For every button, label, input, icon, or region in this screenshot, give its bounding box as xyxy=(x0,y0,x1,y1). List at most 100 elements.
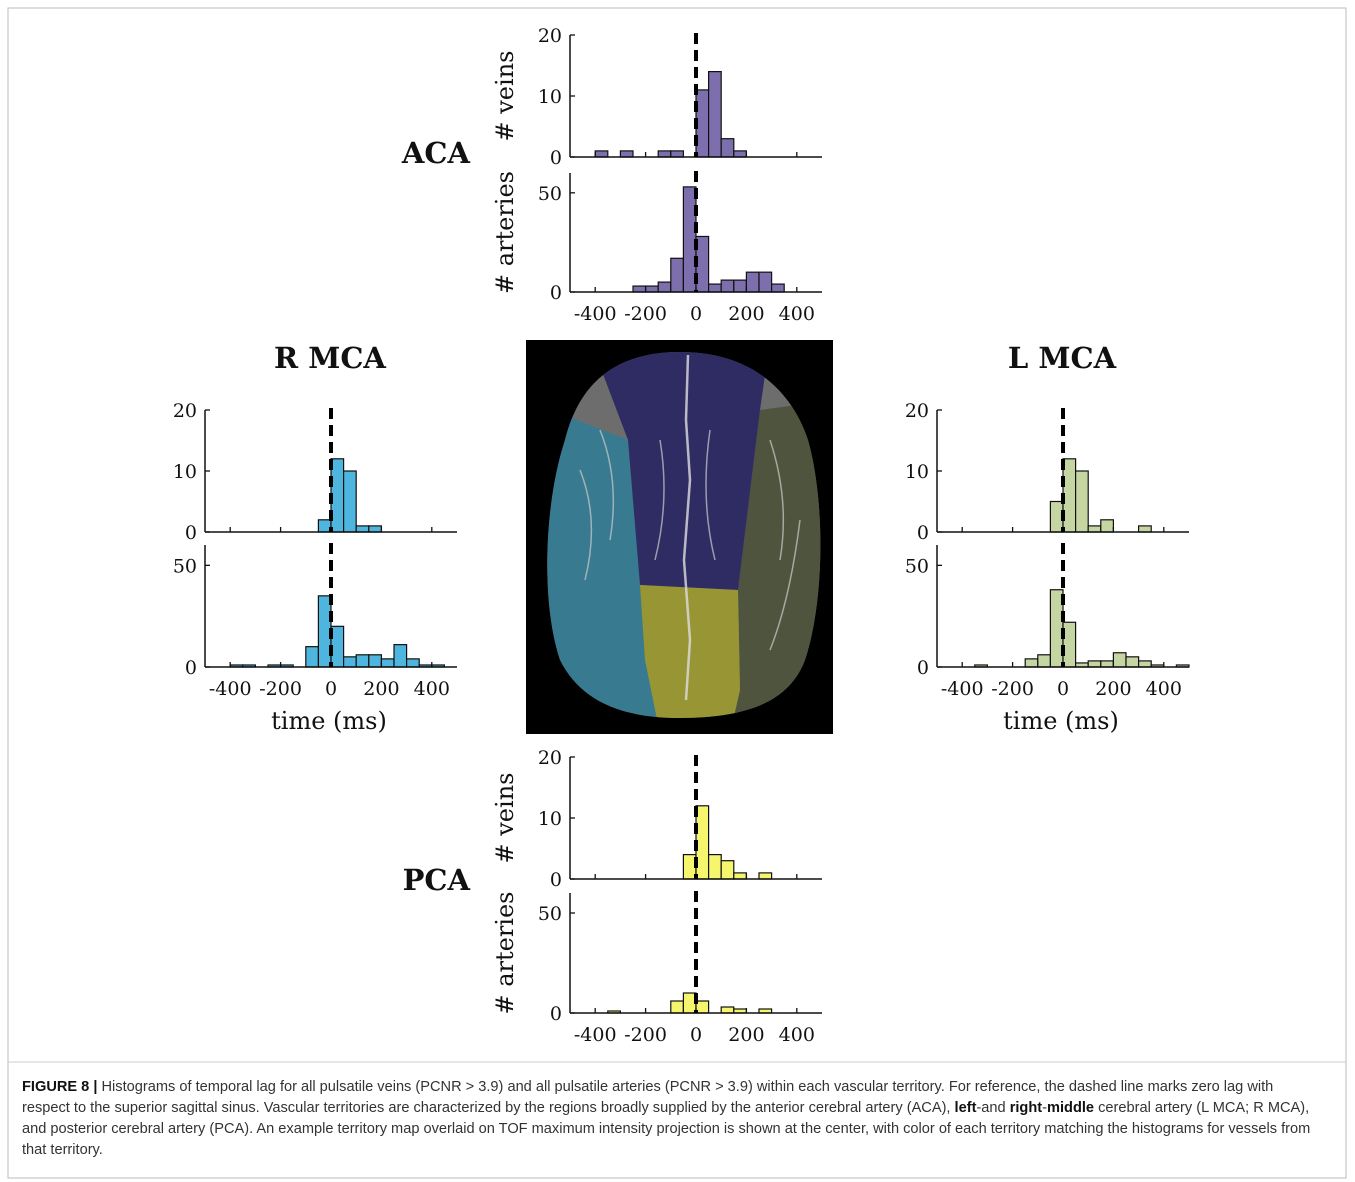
x-tick-label: -200 xyxy=(624,303,667,325)
bar xyxy=(1100,660,1115,668)
x-tick-label: 400 xyxy=(1146,678,1182,700)
bar xyxy=(406,658,420,668)
y-tick-label: 0 xyxy=(550,282,562,304)
bar xyxy=(305,646,319,668)
y-tick-label: 0 xyxy=(917,522,929,544)
y-tick-label: 20 xyxy=(173,400,197,422)
panel-title: PCA xyxy=(403,863,471,897)
x-axis-label: time (ms) xyxy=(271,707,387,735)
x-tick-label: -400 xyxy=(209,678,252,700)
x-tick-label: 200 xyxy=(728,303,764,325)
x-tick-label: 400 xyxy=(414,678,450,700)
x-tick-label: 200 xyxy=(728,1024,764,1046)
y-tick-label: 0 xyxy=(185,522,197,544)
bar xyxy=(770,283,785,293)
y-axis-label: # arteries xyxy=(491,171,519,294)
caption-text: FIGURE 8 | xyxy=(22,1079,98,1095)
panel-title: R MCA xyxy=(274,341,386,375)
bar xyxy=(670,257,684,293)
bar xyxy=(745,271,760,293)
bar xyxy=(380,658,395,668)
histogram-panel: 0 10 20 # veins ACA xyxy=(401,25,822,170)
x-tick-label: 400 xyxy=(779,303,815,325)
bar xyxy=(619,150,634,158)
y-tick-label: 0 xyxy=(550,1003,562,1025)
y-tick-label: 50 xyxy=(905,555,929,577)
pca-region xyxy=(640,585,740,718)
bar xyxy=(707,853,722,880)
histogram-panel: 0 10 20 R MCA xyxy=(173,341,457,544)
y-tick-label: 20 xyxy=(538,747,562,769)
x-tick-label: 0 xyxy=(325,678,337,700)
bar xyxy=(1024,658,1039,668)
bar xyxy=(720,279,735,293)
histogram-panel: 0 50 -400 -200 0 200 400 # arteries xyxy=(491,891,822,1046)
y-tick-label: 10 xyxy=(538,86,562,108)
caption-text: right xyxy=(1009,1100,1043,1116)
bar xyxy=(1074,470,1089,533)
y-tick-label: 10 xyxy=(173,461,197,483)
y-tick-label: 20 xyxy=(905,400,929,422)
bar xyxy=(720,138,735,158)
bar xyxy=(343,470,357,533)
bar xyxy=(355,654,370,668)
histogram-panel: 0 10 20 L MCA xyxy=(905,341,1189,544)
bar xyxy=(343,656,357,668)
x-tick-label: 200 xyxy=(363,678,399,700)
bar xyxy=(670,1000,684,1014)
y-axis-label: # veins xyxy=(491,773,519,864)
y-axis-label: # arteries xyxy=(491,891,519,1014)
x-tick-label: 0 xyxy=(690,1024,702,1046)
x-tick-label: -400 xyxy=(941,678,984,700)
bar xyxy=(657,281,672,293)
histogram-panel: 0 50 -400 -200 0 200 400 # arteries xyxy=(491,171,822,325)
caption-text: left xyxy=(954,1100,977,1116)
bar xyxy=(1112,652,1127,668)
x-tick-label: -400 xyxy=(574,303,617,325)
bar xyxy=(368,654,382,668)
bar xyxy=(632,285,647,293)
bar xyxy=(1100,519,1115,533)
bar xyxy=(720,1006,735,1014)
bar xyxy=(720,860,735,880)
caption-text: cerebral artery (L MCA; R MCA), and post… xyxy=(22,1100,1315,1158)
vessel xyxy=(579,429,801,651)
bar xyxy=(733,872,747,880)
aca-region xyxy=(590,352,770,590)
caption: FIGURE 8 | Histograms of temporal lag fo… xyxy=(22,1077,1322,1161)
territory-map xyxy=(526,340,833,734)
bar xyxy=(707,70,722,158)
bar xyxy=(1037,654,1052,668)
y-tick-label: 50 xyxy=(173,555,197,577)
bar xyxy=(758,872,773,880)
bar xyxy=(1137,660,1152,668)
y-tick-label: 10 xyxy=(905,461,929,483)
bar xyxy=(733,279,747,293)
x-tick-label: -200 xyxy=(259,678,302,700)
bar xyxy=(594,150,609,158)
frame xyxy=(7,7,1347,1179)
y-tick-label: 0 xyxy=(550,147,562,169)
histogram-panel: 0 50 -400 -200 0 200 400 time (ms) xyxy=(905,543,1190,735)
y-tick-label: 20 xyxy=(538,25,562,47)
vessel xyxy=(682,354,692,701)
x-tick-label: -200 xyxy=(991,678,1034,700)
l-mca-region xyxy=(730,400,821,718)
x-tick-label: -200 xyxy=(624,1024,667,1046)
y-tick-label: 50 xyxy=(538,183,562,205)
caption-text: - xyxy=(1042,1100,1048,1116)
histogram-panel: 0 10 20 # veins PCA xyxy=(403,747,822,897)
bar xyxy=(707,283,722,293)
panel-title: L MCA xyxy=(1008,341,1117,375)
x-tick-label: 200 xyxy=(1095,678,1131,700)
x-tick-label: 0 xyxy=(1057,678,1069,700)
bar xyxy=(1087,660,1102,668)
bar xyxy=(355,525,370,533)
y-tick-label: 50 xyxy=(538,903,562,925)
y-tick-label: 0 xyxy=(917,657,929,679)
panel-title: ACA xyxy=(401,136,471,170)
bar xyxy=(644,285,659,293)
caption-text: Histograms of temporal lag for all pulsa… xyxy=(22,1079,1278,1116)
